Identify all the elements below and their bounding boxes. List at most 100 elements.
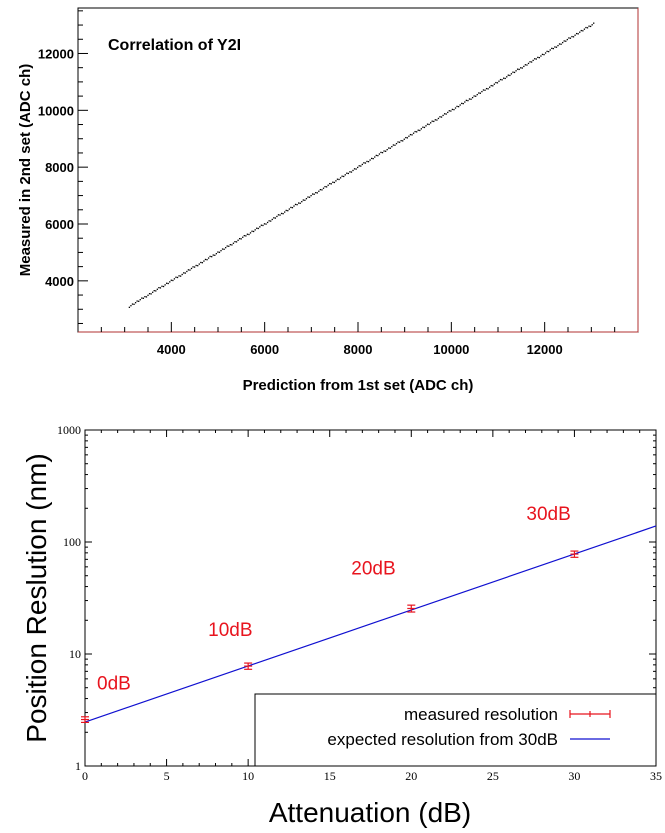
legend-marker-measured [569,710,611,718]
scatter-point [221,248,224,250]
scatter-point [344,174,346,176]
scatter-point [541,53,544,56]
scatter-point [537,56,539,59]
scatter-point [558,43,561,45]
scatter-point [318,190,320,192]
scatter-point [339,177,342,179]
resolution-chart: 0 5 10 15 20 25 30 35 1 10 100 1000 0dB 10dB 20dB 30dB… [21,423,662,828]
scatter-point [220,250,222,252]
scatter-point [273,217,275,219]
scatter-point [534,58,536,60]
scatter-point [355,168,357,170]
scatter-point [175,276,177,278]
scatter-point [510,73,513,75]
scatter-point [248,233,250,236]
scatter-point [212,254,214,256]
scatter-point [378,153,381,155]
scatter-point [145,296,148,298]
scatter-point [133,303,135,305]
scatter-point [557,44,559,47]
scatter-point [470,98,472,100]
legend-box [254,693,657,767]
scatter-point [406,137,409,139]
scatter-point [296,204,298,206]
scatter-point [520,67,522,69]
scatter-point [178,275,180,277]
scatter-point [335,180,337,182]
scatter-y-tick-label: 8000 [45,160,74,175]
scatter-point [200,261,202,264]
scatter-point [419,129,421,132]
scatter-point [375,154,377,157]
scatter-point [403,138,405,140]
scatter-point [287,210,289,212]
resolution-y-tick-label: 1000 [57,423,81,437]
scatter-point [290,206,292,209]
scatter-point [313,193,315,195]
scatter-point [138,300,140,302]
scatter-y-tick-label: 10000 [38,103,74,118]
scatter-point [575,32,578,35]
scatter-point [457,105,460,108]
scatter-point [577,33,579,35]
scatter-point [319,188,322,191]
scatter-point [193,266,196,268]
scatter-point [440,116,443,118]
scatter-point [298,202,300,204]
measured-point-label: 30dB [526,504,570,525]
scatter-point [223,248,225,250]
scatter-point [468,98,471,100]
scatter-point [448,110,450,112]
scatter-point [580,29,582,32]
scatter-point [405,136,407,139]
scatter-point [330,183,332,185]
scatter-point [305,198,308,200]
scatter-point [593,22,595,24]
scatter-point [156,288,158,290]
scatter-point [164,284,166,286]
scatter-point [341,175,343,177]
scatter-point [209,255,211,258]
scatter-point [139,299,141,301]
scatter-point [251,230,253,232]
scatter-point [363,162,365,164]
scatter-point [439,116,441,118]
scatter-ticks: 4000 6000 8000 10000 12000 4000 6000 8000 10000 1… [38,10,616,357]
resolution-x-tick-label: 30 [568,769,580,783]
scatter-point [546,50,548,53]
scatter-point [366,160,368,163]
scatter-point [485,87,488,90]
scatter-point [237,239,239,241]
scatter-point [423,126,426,129]
resolution-x-tick-label: 20 [405,769,417,783]
scatter-point [141,297,143,299]
scatter-point [571,35,573,38]
scatter-point [242,236,244,238]
scatter-point [322,187,325,189]
scatter-point [189,269,191,271]
scatter-point [495,81,497,84]
scatter-point [173,278,176,280]
scatter-point [204,258,207,261]
scatter-point [350,171,353,173]
scatter-point [206,259,208,261]
scatter-point [465,99,468,102]
scatter-point [361,163,363,166]
scatter-point [357,166,359,169]
scatter-point [395,142,398,145]
scatter-point [572,36,575,38]
scatter-point [372,158,374,160]
scatter-point [392,144,395,146]
measured-point-label: 20dB [351,558,395,579]
scatter-point [501,79,503,81]
scatter-point [349,171,351,173]
scatter-point [562,41,564,44]
scatter-point [172,279,174,282]
scatter-point [352,169,354,172]
scatter-point [554,46,556,48]
scatter-point [481,90,483,93]
scatter-point [437,117,440,120]
scatter-point [231,244,233,246]
scatter-point [215,253,217,255]
scatter-point [315,191,317,194]
